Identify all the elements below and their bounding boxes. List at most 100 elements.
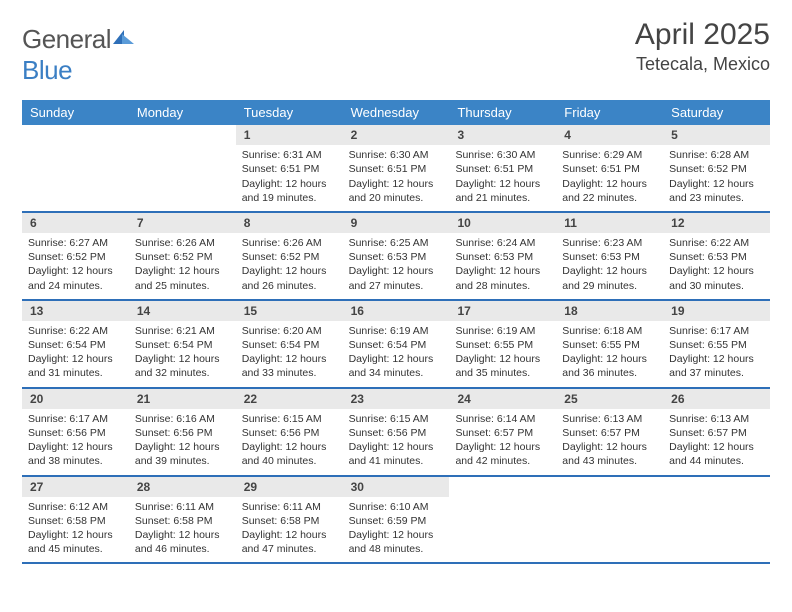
- day-cell: 16Sunrise: 6:19 AMSunset: 6:54 PMDayligh…: [343, 301, 450, 387]
- day-cell: 13Sunrise: 6:22 AMSunset: 6:54 PMDayligh…: [22, 301, 129, 387]
- sunset-line: Sunset: 6:54 PM: [349, 338, 444, 352]
- daylight-line: Daylight: 12 hours and 27 minutes.: [349, 264, 444, 292]
- day-number: 22: [236, 389, 343, 409]
- day-number: 21: [129, 389, 236, 409]
- daylight-line: Daylight: 12 hours and 45 minutes.: [28, 528, 123, 556]
- location-subtitle: Tetecala, Mexico: [635, 54, 770, 75]
- day-details: Sunrise: 6:19 AMSunset: 6:55 PMDaylight:…: [455, 324, 550, 381]
- daylight-line: Daylight: 12 hours and 33 minutes.: [242, 352, 337, 380]
- calendar: SundayMondayTuesdayWednesdayThursdayFrid…: [22, 100, 770, 564]
- sunrise-line: Sunrise: 6:13 AM: [669, 412, 764, 426]
- day-details: Sunrise: 6:11 AMSunset: 6:58 PMDaylight:…: [135, 500, 230, 557]
- day-cell: 6Sunrise: 6:27 AMSunset: 6:52 PMDaylight…: [22, 213, 129, 299]
- logo-part1: General: [22, 24, 111, 54]
- sunset-line: Sunset: 6:54 PM: [135, 338, 230, 352]
- sunrise-line: Sunrise: 6:23 AM: [562, 236, 657, 250]
- day-details: Sunrise: 6:27 AMSunset: 6:52 PMDaylight:…: [28, 236, 123, 293]
- daylight-line: Daylight: 12 hours and 23 minutes.: [669, 177, 764, 205]
- daylight-line: Daylight: 12 hours and 21 minutes.: [455, 177, 550, 205]
- sunrise-line: Sunrise: 6:12 AM: [28, 500, 123, 514]
- day-details: Sunrise: 6:22 AMSunset: 6:54 PMDaylight:…: [28, 324, 123, 381]
- logo-mark-icon: [113, 28, 135, 44]
- sunrise-line: Sunrise: 6:16 AM: [135, 412, 230, 426]
- sunset-line: Sunset: 6:56 PM: [28, 426, 123, 440]
- page-title: April 2025: [635, 18, 770, 52]
- sunset-line: Sunset: 6:53 PM: [562, 250, 657, 264]
- day-details: Sunrise: 6:15 AMSunset: 6:56 PMDaylight:…: [349, 412, 444, 469]
- daylight-line: Daylight: 12 hours and 24 minutes.: [28, 264, 123, 292]
- sunset-line: Sunset: 6:52 PM: [135, 250, 230, 264]
- week-row: 27Sunrise: 6:12 AMSunset: 6:58 PMDayligh…: [22, 477, 770, 565]
- sunset-line: Sunset: 6:54 PM: [28, 338, 123, 352]
- day-cell: 8Sunrise: 6:26 AMSunset: 6:52 PMDaylight…: [236, 213, 343, 299]
- weekday-thursday: Thursday: [449, 100, 556, 125]
- daylight-line: Daylight: 12 hours and 29 minutes.: [562, 264, 657, 292]
- day-cell: 26Sunrise: 6:13 AMSunset: 6:57 PMDayligh…: [663, 389, 770, 475]
- sunset-line: Sunset: 6:58 PM: [242, 514, 337, 528]
- sunset-line: Sunset: 6:54 PM: [242, 338, 337, 352]
- day-number: 2: [343, 125, 450, 145]
- sunset-line: Sunset: 6:56 PM: [242, 426, 337, 440]
- weekday-wednesday: Wednesday: [343, 100, 450, 125]
- day-number-blank: [449, 477, 556, 496]
- daylight-line: Daylight: 12 hours and 41 minutes.: [349, 440, 444, 468]
- sunset-line: Sunset: 6:58 PM: [28, 514, 123, 528]
- day-number: 29: [236, 477, 343, 497]
- sunset-line: Sunset: 6:51 PM: [455, 162, 550, 176]
- daylight-line: Daylight: 12 hours and 22 minutes.: [562, 177, 657, 205]
- sunset-line: Sunset: 6:59 PM: [349, 514, 444, 528]
- daylight-line: Daylight: 12 hours and 30 minutes.: [669, 264, 764, 292]
- sunrise-line: Sunrise: 6:10 AM: [349, 500, 444, 514]
- sunrise-line: Sunrise: 6:17 AM: [28, 412, 123, 426]
- day-details: Sunrise: 6:22 AMSunset: 6:53 PMDaylight:…: [669, 236, 764, 293]
- daylight-line: Daylight: 12 hours and 36 minutes.: [562, 352, 657, 380]
- day-number: 25: [556, 389, 663, 409]
- sunrise-line: Sunrise: 6:25 AM: [349, 236, 444, 250]
- weekday-monday: Monday: [129, 100, 236, 125]
- sunrise-line: Sunrise: 6:14 AM: [455, 412, 550, 426]
- daylight-line: Daylight: 12 hours and 43 minutes.: [562, 440, 657, 468]
- daylight-line: Daylight: 12 hours and 20 minutes.: [349, 177, 444, 205]
- sunset-line: Sunset: 6:56 PM: [135, 426, 230, 440]
- sunset-line: Sunset: 6:52 PM: [242, 250, 337, 264]
- sunset-line: Sunset: 6:55 PM: [669, 338, 764, 352]
- day-cell: 14Sunrise: 6:21 AMSunset: 6:54 PMDayligh…: [129, 301, 236, 387]
- day-details: Sunrise: 6:15 AMSunset: 6:56 PMDaylight:…: [242, 412, 337, 469]
- day-details: Sunrise: 6:25 AMSunset: 6:53 PMDaylight:…: [349, 236, 444, 293]
- logo: General Blue: [22, 18, 135, 86]
- week-row: 1Sunrise: 6:31 AMSunset: 6:51 PMDaylight…: [22, 125, 770, 213]
- day-cell: 2Sunrise: 6:30 AMSunset: 6:51 PMDaylight…: [343, 125, 450, 211]
- day-details: Sunrise: 6:13 AMSunset: 6:57 PMDaylight:…: [562, 412, 657, 469]
- day-cell: 1Sunrise: 6:31 AMSunset: 6:51 PMDaylight…: [236, 125, 343, 211]
- day-details: Sunrise: 6:20 AMSunset: 6:54 PMDaylight:…: [242, 324, 337, 381]
- day-number: 20: [22, 389, 129, 409]
- daylight-line: Daylight: 12 hours and 25 minutes.: [135, 264, 230, 292]
- day-number: 30: [343, 477, 450, 497]
- day-cell: 27Sunrise: 6:12 AMSunset: 6:58 PMDayligh…: [22, 477, 129, 563]
- day-details: Sunrise: 6:24 AMSunset: 6:53 PMDaylight:…: [455, 236, 550, 293]
- day-cell: 23Sunrise: 6:15 AMSunset: 6:56 PMDayligh…: [343, 389, 450, 475]
- day-cell: 20Sunrise: 6:17 AMSunset: 6:56 PMDayligh…: [22, 389, 129, 475]
- day-cell: 28Sunrise: 6:11 AMSunset: 6:58 PMDayligh…: [129, 477, 236, 563]
- sunset-line: Sunset: 6:55 PM: [562, 338, 657, 352]
- sunrise-line: Sunrise: 6:30 AM: [349, 148, 444, 162]
- day-details: Sunrise: 6:19 AMSunset: 6:54 PMDaylight:…: [349, 324, 444, 381]
- daylight-line: Daylight: 12 hours and 34 minutes.: [349, 352, 444, 380]
- sunrise-line: Sunrise: 6:15 AM: [349, 412, 444, 426]
- daylight-line: Daylight: 12 hours and 35 minutes.: [455, 352, 550, 380]
- day-number: 11: [556, 213, 663, 233]
- day-details: Sunrise: 6:29 AMSunset: 6:51 PMDaylight:…: [562, 148, 657, 205]
- day-number: 3: [449, 125, 556, 145]
- sunrise-line: Sunrise: 6:22 AM: [28, 324, 123, 338]
- weekday-sunday: Sunday: [22, 100, 129, 125]
- day-cell: 11 Sunrise: 6:23 AMSunset: 6:53 PMDayligh…: [556, 213, 663, 299]
- day-cell: 9Sunrise: 6:25 AMSunset: 6:53 PMDaylight…: [343, 213, 450, 299]
- sunrise-line: Sunrise: 6:18 AM: [562, 324, 657, 338]
- day-number: 12: [663, 213, 770, 233]
- sunset-line: Sunset: 6:51 PM: [242, 162, 337, 176]
- sunrise-line: Sunrise: 6:24 AM: [455, 236, 550, 250]
- day-details: Sunrise: 6:26 AMSunset: 6:52 PMDaylight:…: [242, 236, 337, 293]
- sunset-line: Sunset: 6:57 PM: [562, 426, 657, 440]
- sunrise-line: Sunrise: 6:27 AM: [28, 236, 123, 250]
- day-number: 26: [663, 389, 770, 409]
